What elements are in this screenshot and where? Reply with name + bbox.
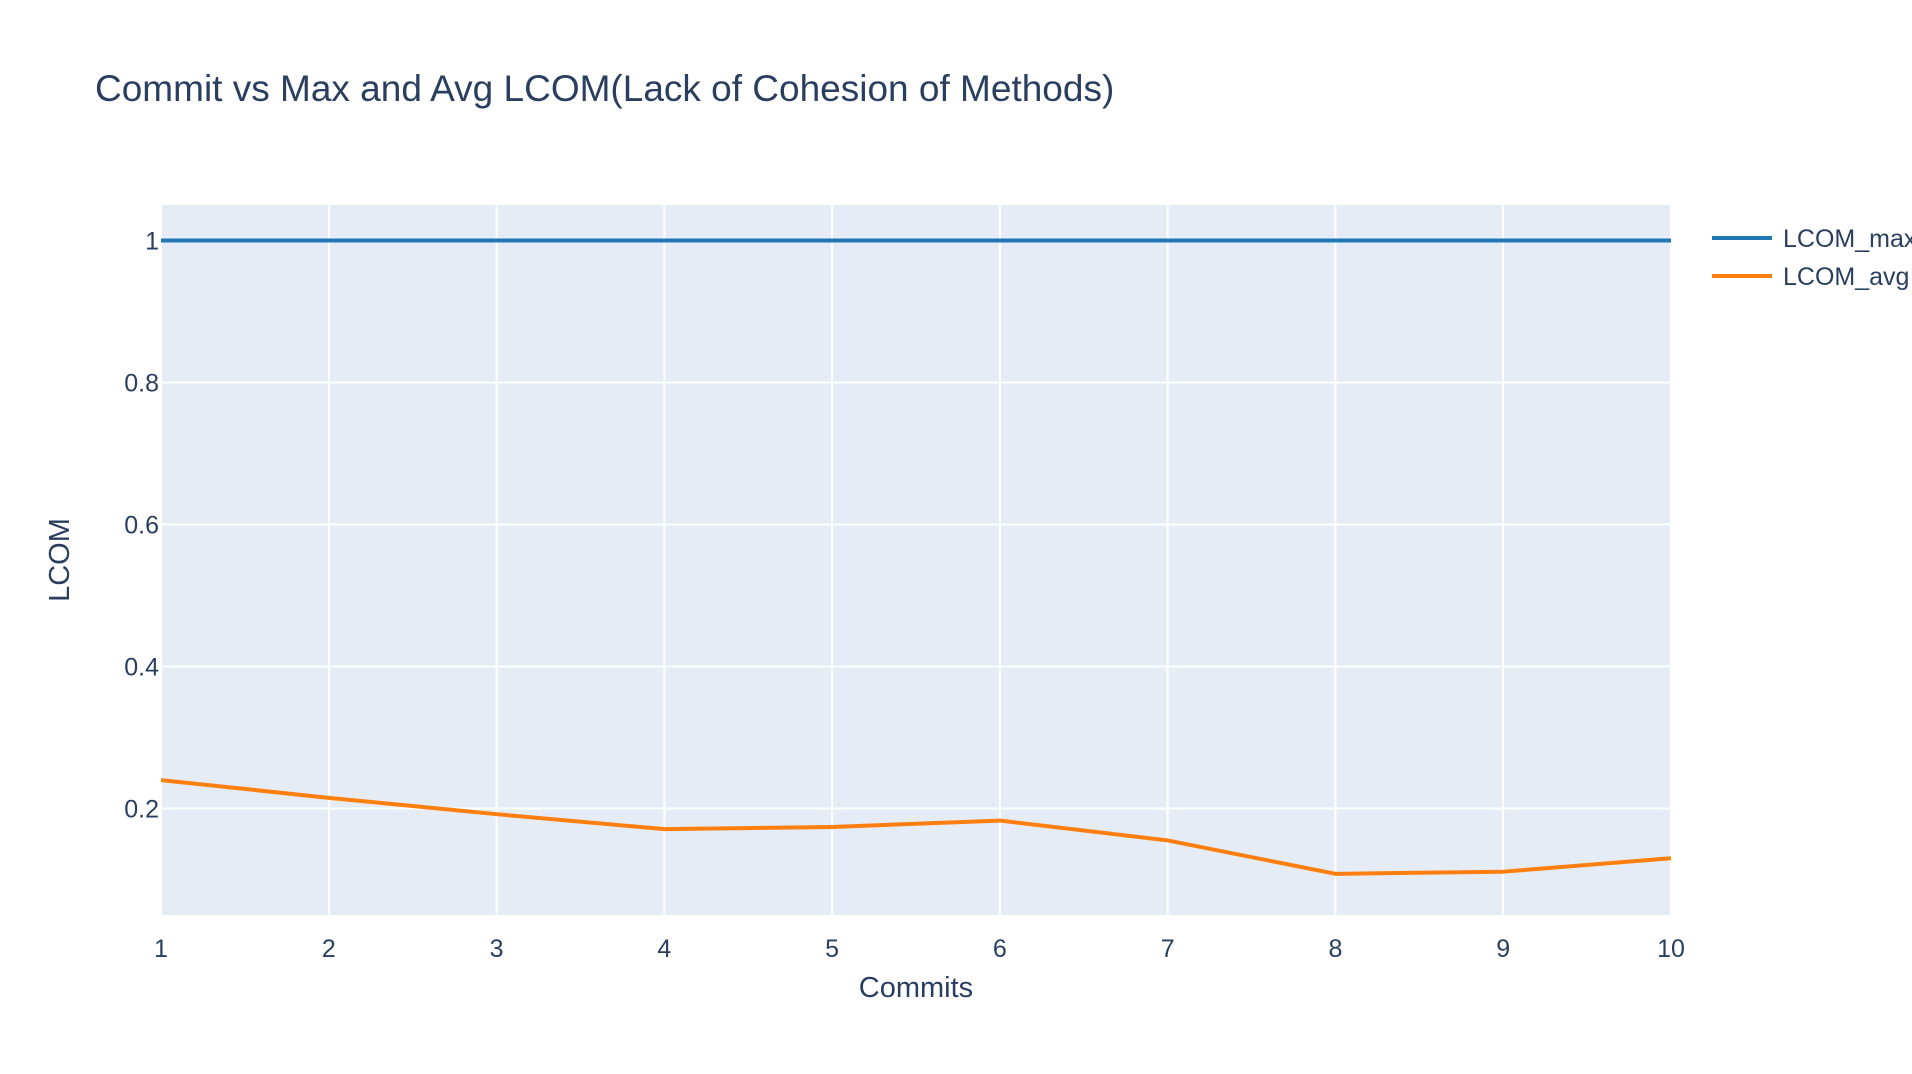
x-tick-labels: 1 2 3 4 5 6 7 8 9 10	[154, 935, 1685, 963]
y-tick-label: 0.2	[124, 796, 159, 824]
legend-item[interactable]: LCOM_max	[1712, 225, 1912, 253]
legend[interactable]: LCOM_max LCOM_avg	[1712, 225, 1912, 291]
x-tick-label: 5	[825, 935, 839, 963]
x-tick-label: 3	[490, 935, 504, 963]
series-layer	[160, 238, 1672, 876]
x-tick-label: 6	[993, 935, 1007, 963]
legend-item[interactable]: LCOM_avg	[1712, 263, 1909, 291]
series-line-lcom-avg	[160, 778, 1672, 876]
y-tick-label: 1	[145, 228, 159, 256]
x-tick-label: 2	[322, 935, 336, 963]
x-gridlines	[160, 205, 1672, 915]
x-axis-label: Commits	[859, 972, 973, 1004]
y-tick-label: 0.6	[124, 512, 159, 540]
chart-title: Commit vs Max and Avg LCOM(Lack of Cohes…	[95, 68, 1114, 109]
x-tick-label: 7	[1161, 935, 1175, 963]
plot-area	[161, 205, 1671, 915]
legend-label: LCOM_avg	[1783, 263, 1909, 291]
x-tick-label: 1	[154, 935, 168, 963]
y-tick-label: 0.4	[124, 654, 159, 682]
x-tick-label: 8	[1328, 935, 1342, 963]
legend-label: LCOM_max	[1783, 225, 1912, 253]
y-axis-label: LCOM	[44, 518, 76, 602]
y-tick-label: 0.8	[124, 370, 159, 398]
x-tick-label: 4	[657, 935, 671, 963]
x-tick-label: 10	[1657, 935, 1685, 963]
y-tick-labels: 0.2 0.4 0.6 0.8 1	[124, 228, 159, 824]
x-tick-label: 9	[1496, 935, 1510, 963]
